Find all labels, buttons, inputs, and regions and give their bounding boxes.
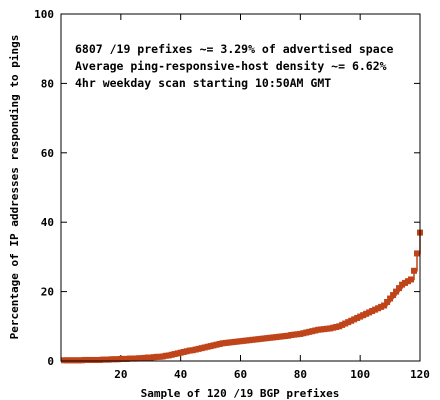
y-axis-label: Percentage of IP addresses responding to…	[8, 35, 21, 340]
x-axis-label: Sample of 120 /19 BGP prefixes	[141, 387, 340, 400]
data-point	[396, 285, 403, 292]
data-point	[408, 276, 415, 283]
x-tick-label: 20	[114, 368, 127, 381]
plot-frame	[60, 13, 421, 362]
y-tick-label: 0	[47, 355, 54, 368]
x-tick-label: 80	[294, 368, 307, 381]
y-tick-label: 40	[41, 216, 54, 229]
data-point	[381, 302, 388, 309]
y-tick-label: 80	[41, 77, 54, 90]
data-point	[411, 267, 418, 274]
series-layer	[60, 229, 423, 364]
data-point	[387, 295, 394, 302]
tick-labels: 0 20 40 60 80 100 20 40 60 80 100 120	[34, 8, 430, 381]
x-tick-label: 40	[174, 368, 187, 381]
y-tick-label: 20	[41, 286, 54, 299]
y-tick-label: 100	[34, 8, 54, 21]
data-point	[393, 288, 400, 295]
data-point	[390, 292, 397, 299]
y-tick-label: 60	[41, 147, 54, 160]
annotation-line: 4hr weekday scan starting 10:50AM GMT	[75, 76, 331, 90]
annotation-line: Average ping-responsive-host density ~= …	[75, 59, 387, 73]
x-tick-label: 100	[350, 368, 370, 381]
annotations: 6807 /19 prefixes ~= 3.29% of advertised…	[75, 42, 394, 90]
data-point	[384, 299, 391, 306]
data-point	[414, 250, 421, 257]
annotation-line: 6807 /19 prefixes ~= 3.29% of advertised…	[75, 42, 394, 56]
x-tick-label: 60	[234, 368, 247, 381]
x-tick-label: 120	[410, 368, 430, 381]
